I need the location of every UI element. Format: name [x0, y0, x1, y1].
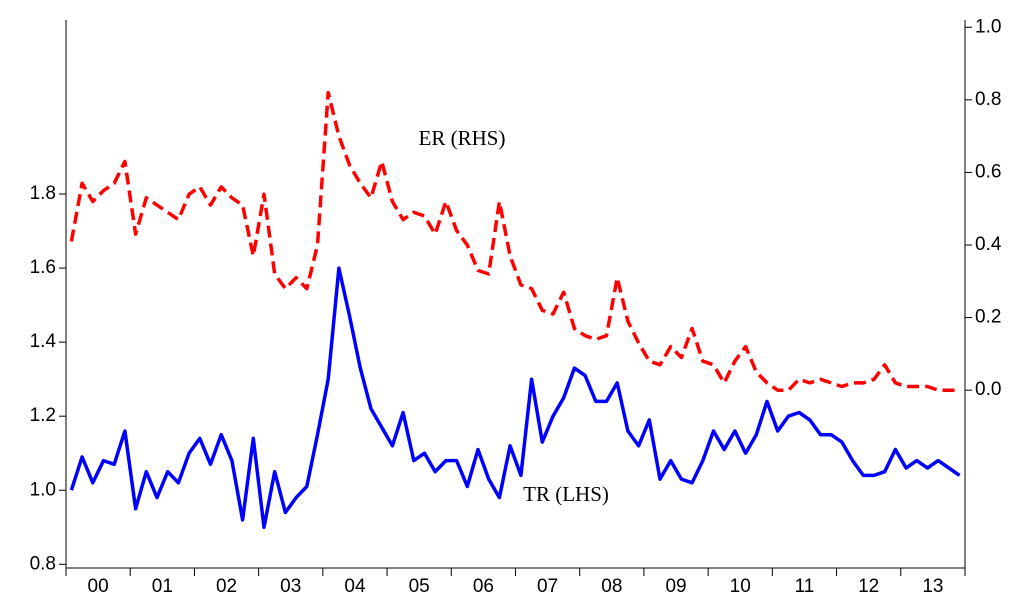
x-tick-label: 11 [795, 576, 815, 597]
x-tick-label: 07 [537, 576, 558, 597]
series-line [69, 90, 960, 392]
x-tick-label: 06 [473, 576, 494, 597]
x-tick-label: 03 [280, 576, 301, 597]
annotation: TR (LHS) [523, 482, 609, 506]
x-tick-label: 09 [665, 576, 686, 597]
y2-tick-label: 0.8 [975, 89, 1001, 110]
series-line [69, 266, 961, 530]
x-tick-label: 13 [922, 576, 943, 597]
y-tick-label: 1.8 [30, 183, 56, 204]
x-tick-label: 10 [730, 576, 751, 597]
x-tick-label: 05 [409, 576, 430, 597]
y-tick-label: 1.6 [30, 257, 56, 278]
y2-tick-label: 1.0 [975, 16, 1001, 37]
x-tick-label: 02 [216, 576, 237, 597]
annotation: ER (RHS) [419, 126, 506, 150]
x-tick-label: 01 [152, 576, 173, 597]
x-tick-label: 12 [858, 576, 879, 597]
y2-tick-label: 0.4 [975, 234, 1002, 255]
y2-tick-label: 0.6 [975, 161, 1001, 182]
x-tick-label: 08 [601, 576, 622, 597]
y-tick-label: 1.0 [30, 479, 56, 500]
y-tick-label: 1.2 [30, 405, 56, 426]
y2-tick-label: 0.0 [975, 379, 1001, 400]
y-tick-label: 1.4 [30, 331, 57, 352]
x-tick-label: 04 [344, 576, 366, 597]
y2-tick-label: 0.2 [975, 307, 1001, 328]
y-tick-label: 0.8 [30, 553, 56, 574]
x-tick-label: 00 [88, 576, 109, 597]
